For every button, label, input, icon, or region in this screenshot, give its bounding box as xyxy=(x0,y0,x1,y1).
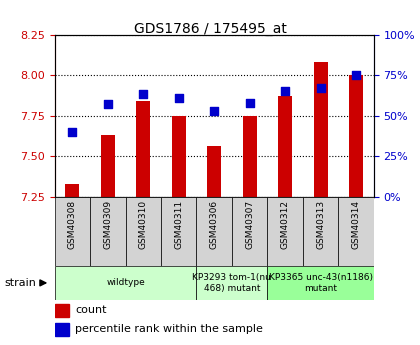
Text: KP3293 tom-1(nu
468) mutant: KP3293 tom-1(nu 468) mutant xyxy=(192,273,271,293)
Bar xyxy=(243,116,257,197)
Bar xyxy=(303,197,339,266)
Text: wildtype: wildtype xyxy=(106,278,145,287)
Bar xyxy=(268,266,374,300)
Point xyxy=(246,100,253,105)
Text: GSM40312: GSM40312 xyxy=(281,200,290,249)
Bar xyxy=(268,197,303,266)
Bar xyxy=(55,197,90,266)
Text: GSM40314: GSM40314 xyxy=(352,200,360,249)
Point xyxy=(69,129,76,135)
Bar xyxy=(197,197,232,266)
Text: GSM40310: GSM40310 xyxy=(139,200,148,249)
Bar xyxy=(101,135,115,197)
Bar xyxy=(55,304,69,317)
Point xyxy=(317,85,324,91)
Point xyxy=(353,72,360,78)
Bar xyxy=(313,62,328,197)
Text: GSM40311: GSM40311 xyxy=(174,200,183,249)
Bar xyxy=(172,116,186,197)
Bar xyxy=(55,266,197,300)
Bar xyxy=(232,197,268,266)
Bar xyxy=(349,75,363,197)
Point xyxy=(105,101,111,107)
Bar xyxy=(55,323,69,336)
Bar xyxy=(278,96,292,197)
Point xyxy=(282,89,289,94)
Text: GSM40313: GSM40313 xyxy=(316,200,325,249)
Text: GSM40307: GSM40307 xyxy=(245,200,254,249)
Text: GSM40306: GSM40306 xyxy=(210,200,219,249)
Bar xyxy=(136,101,150,197)
Bar xyxy=(339,197,374,266)
Text: strain: strain xyxy=(4,278,36,288)
Bar xyxy=(161,197,197,266)
Text: GSM40309: GSM40309 xyxy=(103,200,112,249)
Point xyxy=(140,92,147,97)
Point xyxy=(176,95,182,100)
Point xyxy=(211,108,218,114)
Bar xyxy=(197,266,268,300)
Bar xyxy=(207,146,221,197)
Bar xyxy=(90,197,126,266)
Text: GSM40308: GSM40308 xyxy=(68,200,77,249)
Text: percentile rank within the sample: percentile rank within the sample xyxy=(75,324,263,334)
Text: KP3365 unc-43(n1186)
mutant: KP3365 unc-43(n1186) mutant xyxy=(269,273,373,293)
Text: count: count xyxy=(75,305,107,315)
Bar xyxy=(126,197,161,266)
Bar xyxy=(65,184,79,197)
Text: GDS1786 / 175495_at: GDS1786 / 175495_at xyxy=(134,22,286,37)
